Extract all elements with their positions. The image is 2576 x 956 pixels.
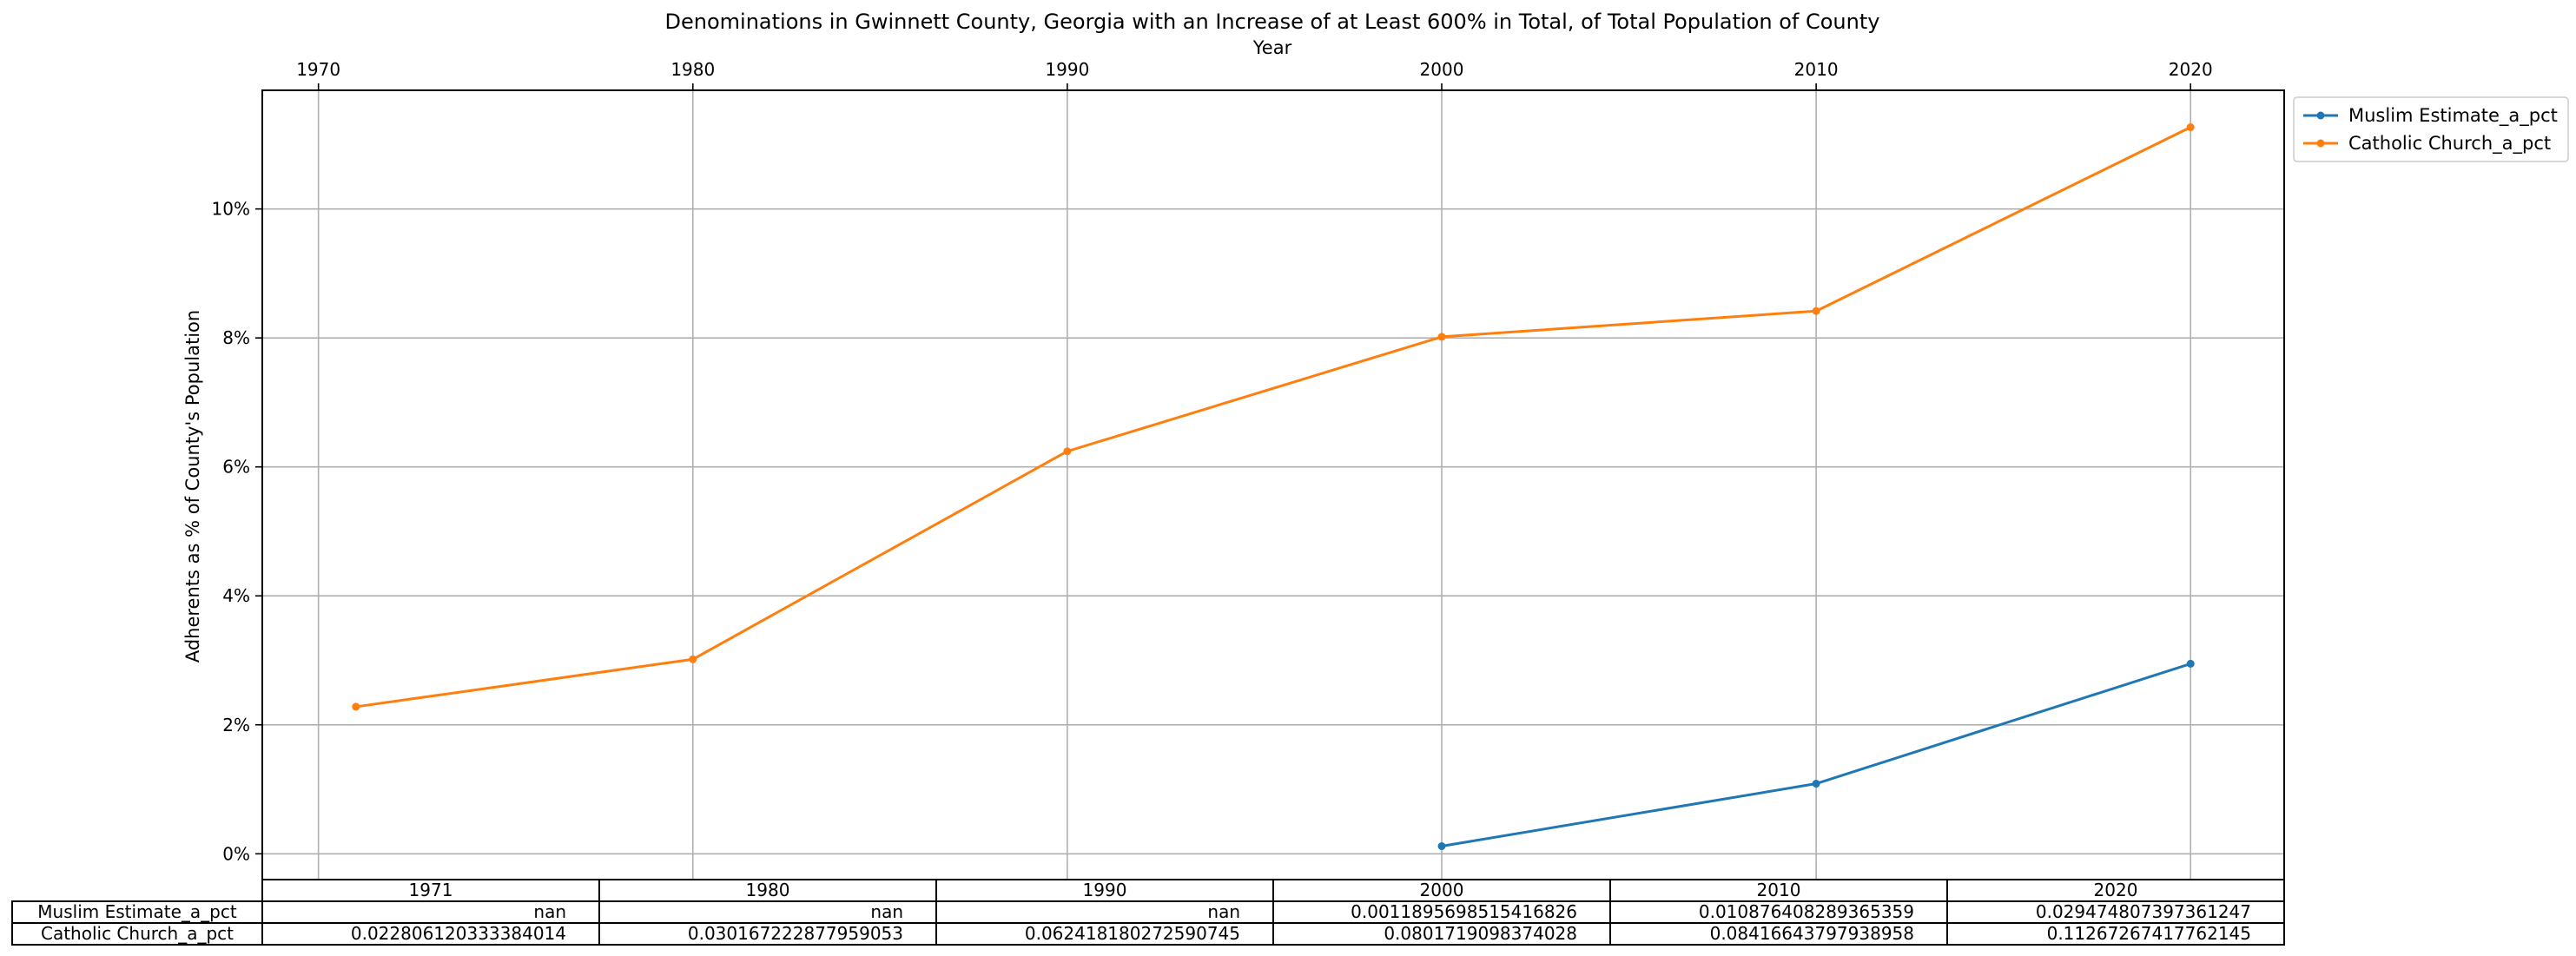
data-point	[689, 655, 697, 663]
y-tick-label: 8%	[222, 327, 250, 348]
data-point	[1437, 333, 1446, 341]
table-cell	[1946, 922, 2285, 946]
table-cell-value: nan	[1207, 901, 1240, 922]
legend-swatch-marker	[2316, 111, 2325, 120]
data-point	[1063, 447, 1072, 456]
legend-box	[2293, 96, 2569, 162]
table-column-header: 2010	[1757, 880, 1801, 900]
table-cell-value: 0.030167222877959053	[688, 923, 903, 944]
table-cell-value: 0.08416643797938958	[1710, 923, 1914, 944]
table-cell-value: 0.010876408289365359	[1699, 901, 1914, 922]
y-tick-label: 0%	[222, 843, 250, 864]
y-tick-label: 2%	[222, 715, 250, 735]
data-point	[1812, 307, 1820, 315]
table-column-header: 1980	[746, 880, 790, 900]
x-tick-label: 2020	[2169, 59, 2213, 80]
table-row-label: Catholic Church_a_pct	[41, 923, 234, 944]
series-layer	[352, 123, 2195, 850]
x-tick-label: 2010	[1794, 59, 1839, 80]
table-column-header: 1990	[1083, 880, 1127, 900]
x-tick-label: 2000	[1420, 59, 1464, 80]
x-tick-label: 1980	[670, 59, 715, 80]
table-column-header: 2000	[1420, 880, 1464, 900]
table-cell-value: nan	[533, 901, 566, 922]
legend-entry-label: Muslim Estimate_a_pct	[2348, 105, 2558, 127]
y-tick-label: 4%	[222, 585, 250, 606]
table-cell-value: 0.11267267417762145	[2047, 923, 2251, 944]
x-axis-label: Year	[1252, 37, 1292, 58]
legend-swatch-marker	[2316, 139, 2325, 148]
series-line-1	[355, 126, 2191, 709]
table-column-header: 1971	[409, 880, 453, 900]
data-point	[2186, 659, 2195, 668]
y-axis-label: Adherents as % of County's Population	[182, 310, 203, 663]
table-cell-value: 0.022806120333384014	[351, 923, 566, 944]
data-table: 1971 1980 1990 2000 2010 2020 Muslim Estimate_…	[11, 879, 2285, 946]
x-tick-label: 1970	[296, 59, 340, 80]
table-cell-value: 0.029474807397361247	[2036, 901, 2251, 922]
y-tick-label: 6%	[222, 457, 250, 478]
table-cell-value: 0.0011895698515416826	[1351, 901, 1577, 922]
axis-ticks: 1970 1980 1990 2000 2010 2020 0% 2% 4% 6% 8% 10%	[212, 59, 2213, 864]
data-point	[2186, 123, 2195, 132]
chart-title: Denominations in Gwinnett County, Georgi…	[665, 10, 1880, 34]
data-point	[1437, 841, 1446, 850]
x-tick-label: 1990	[1045, 59, 1089, 80]
legend-entry-label: Catholic Church_a_pct	[2348, 133, 2551, 155]
legend: Muslim Estimate_a_pct Catholic Church_a_p…	[2293, 96, 2569, 162]
table-cell-value: 0.0801719098374028	[1384, 923, 1577, 944]
table-column-header: 2020	[2094, 880, 2138, 900]
data-point	[352, 702, 360, 711]
table-cell-value: nan	[870, 901, 903, 922]
data-point	[1812, 780, 1820, 788]
grid	[262, 90, 2284, 880]
table-cell-value: 0.062418180272590745	[1025, 923, 1240, 944]
y-tick-label: 10%	[212, 199, 250, 220]
table-row-label: Muslim Estimate_a_pct	[37, 901, 237, 922]
